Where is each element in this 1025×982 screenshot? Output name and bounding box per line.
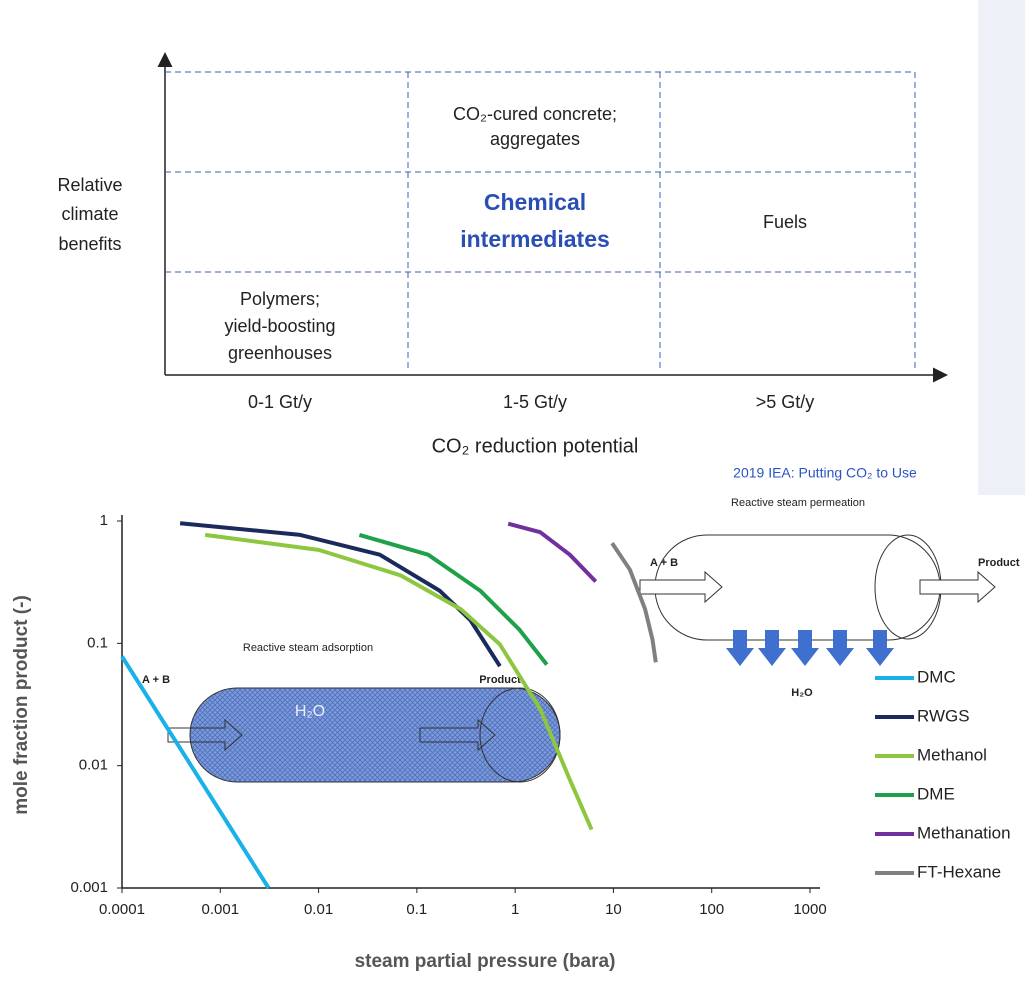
x-label: CO₂ reduction potential <box>432 435 639 457</box>
legend-label: Methanol <box>917 745 987 764</box>
y-tick-label: 0.1 <box>87 634 108 651</box>
x-tick-label: 0.01 <box>304 901 333 918</box>
cell-text: CO₂-cured concrete; <box>453 104 617 124</box>
legend-label: Methanation <box>917 823 1011 842</box>
legend-label: DMC <box>917 667 956 686</box>
inset-label: A + B <box>142 674 170 686</box>
inset-label: H₂O <box>791 687 813 699</box>
page: CO₂-cured concrete; aggregates Fuels Pol… <box>0 0 1025 982</box>
source: 2019 IEA: Putting CO₂ to Use <box>733 465 917 481</box>
slide: CO₂-cured concrete; aggregates Fuels Pol… <box>0 0 1025 982</box>
x-axis-title: steam partial pressure (bara) <box>355 951 616 972</box>
y-label: climate <box>61 204 118 224</box>
cell-text: aggregates <box>490 129 580 149</box>
inset-label: Product <box>479 674 521 686</box>
x-tick-label: 1 <box>511 901 519 918</box>
legend-label: RWGS <box>917 706 970 725</box>
y-tick-label: 0.001 <box>70 879 108 896</box>
cell-text: Fuels <box>763 212 807 232</box>
y-tick-label: 1 <box>100 512 108 529</box>
y-label: benefits <box>58 234 121 254</box>
x-tick-label: 1000 <box>793 901 826 918</box>
cell-text: yield-boosting <box>224 316 335 336</box>
column-label: 0-1 Gt/y <box>248 392 312 412</box>
x-tick-label: 0.0001 <box>99 901 145 918</box>
inset-label: H₂O <box>295 703 325 720</box>
x-tick-label: 10 <box>605 901 622 918</box>
cell-text: greenhouses <box>228 343 332 363</box>
reactor <box>190 688 560 782</box>
y-axis-title: mole fraction product (-) <box>11 595 32 815</box>
legend-label: FT-Hexane <box>917 862 1001 881</box>
x-tick-label: 0.1 <box>406 901 427 918</box>
legend-label: DME <box>917 784 955 803</box>
x-tick-label: 100 <box>699 901 724 918</box>
column-label: >5 Gt/y <box>756 392 815 412</box>
cell-highlight: Chemical <box>484 189 586 215</box>
cell-highlight: intermediates <box>460 226 610 252</box>
column-label: 1-5 Gt/y <box>503 392 567 412</box>
cell-text: Polymers; <box>240 289 320 309</box>
inset-title: Reactive steam permeation <box>731 497 865 509</box>
inset-label: A + B <box>650 557 678 569</box>
y-label: Relative <box>57 175 122 195</box>
inset-label: Product <box>978 557 1020 569</box>
y-tick-label: 0.01 <box>79 757 108 774</box>
inset-title: Reactive steam adsorption <box>243 642 373 654</box>
x-tick-label: 0.001 <box>202 901 240 918</box>
